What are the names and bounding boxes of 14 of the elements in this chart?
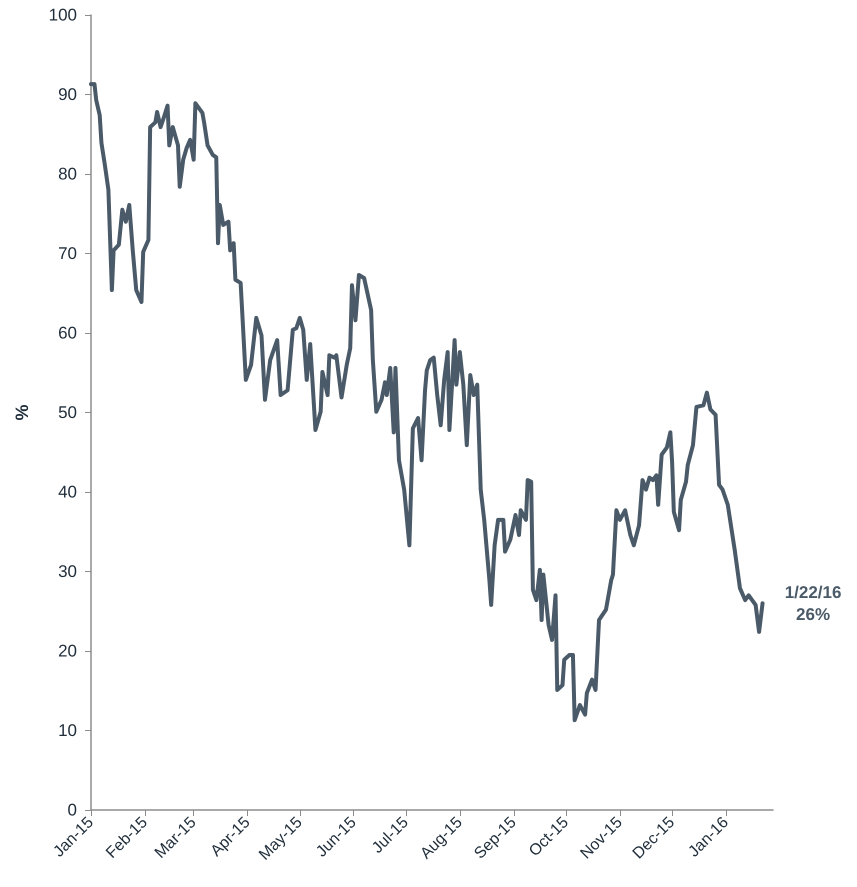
y-tick-label: 90	[58, 85, 77, 104]
y-tick-label: 30	[58, 562, 77, 581]
y-tick-label: 100	[48, 6, 77, 24]
y-tick-label: 10	[58, 721, 77, 740]
y-tick-label: 40	[58, 482, 77, 502]
y-tick-label: 80	[58, 164, 77, 184]
y-tick-label: 0	[68, 800, 77, 820]
y-axis-title: %	[12, 404, 32, 421]
y-tick-label: 20	[58, 642, 77, 660]
y-tick-label: 70	[58, 244, 77, 263]
y-tick-label: 60	[58, 324, 77, 342]
y-tick-label: 50	[58, 403, 77, 422]
line-series	[89, 82, 765, 722]
annotation: 1/22/16 26%	[784, 582, 842, 624]
